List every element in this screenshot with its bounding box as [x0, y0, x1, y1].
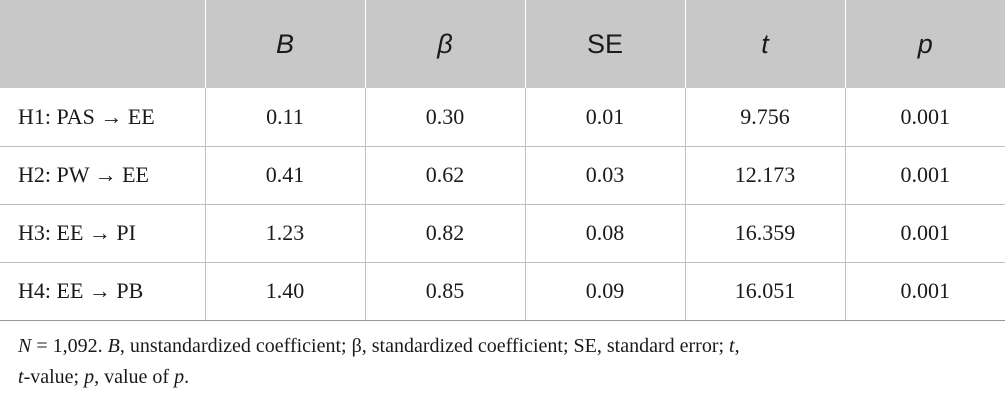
- footnote-p-label: p: [84, 366, 95, 388]
- table-cell: 9.756: [684, 88, 845, 147]
- table-cell: 1.23: [204, 204, 365, 263]
- table-cell: 0.001: [844, 146, 1005, 205]
- table-cell: 0.85: [364, 262, 525, 321]
- table-cell: 16.359: [684, 204, 845, 263]
- footnote-b-text: , unstandardized coefficient; β, standar…: [119, 335, 730, 357]
- table-row: H3: EE → PI 1.23 0.82 0.08 16.359 0.001: [0, 204, 1005, 263]
- footnote-n-value: = 1,092.: [31, 335, 108, 357]
- footnote-t-sep: ,: [734, 335, 740, 357]
- table-row: H4: EE → PB 1.40 0.85 0.09 16.051 0.001: [0, 262, 1005, 321]
- footnote-p-label-2: p: [174, 366, 185, 388]
- table-cell: 1.40: [204, 262, 365, 321]
- footnote-n-label: N: [18, 335, 32, 357]
- table-cell: 0.001: [844, 204, 1005, 263]
- header-cell: B: [204, 0, 365, 88]
- header-cell: p: [844, 0, 1005, 88]
- table-cell: 0.03: [524, 146, 685, 205]
- table-cell: 0.01: [524, 88, 685, 147]
- table-cell: 0.82: [364, 204, 525, 263]
- row-label: H1: PAS → EE: [0, 88, 205, 147]
- table-row: H2: PW → EE 0.41 0.62 0.03 12.173 0.001: [0, 146, 1005, 205]
- table-cell: 0.08: [524, 204, 685, 263]
- footnote-t-text: -value;: [23, 366, 85, 388]
- footnote-b-label: B: [107, 335, 120, 357]
- table-cell: 0.11: [204, 88, 365, 147]
- table-cell: 0.62: [364, 146, 525, 205]
- header-cell-empty: [0, 0, 205, 88]
- table-cell: 0.001: [844, 88, 1005, 147]
- table-cell: 12.173: [684, 146, 845, 205]
- table-body: H1: PAS → EE 0.11 0.30 0.01 9.756 0.001 H2: PW…: [0, 88, 1005, 321]
- table-cell: 0.001: [844, 262, 1005, 321]
- table-cell: 0.41: [204, 146, 365, 205]
- table-footnote: N = 1,092. B, unstandardized coefficient…: [18, 331, 988, 393]
- row-label: H4: EE → PB: [0, 262, 205, 321]
- table-cell: 16.051: [684, 262, 845, 321]
- header-cell: SE: [524, 0, 685, 88]
- table-cell: 0.09: [524, 262, 685, 321]
- footnote-p-text: , value of: [94, 366, 175, 388]
- header-cell: t: [684, 0, 845, 88]
- footnote-t-label-2: t: [18, 366, 24, 388]
- table-row: H1: PAS → EE 0.11 0.30 0.01 9.756 0.001: [0, 88, 1005, 147]
- row-label: H2: PW → EE: [0, 146, 205, 205]
- footnote-t-label: t: [729, 335, 735, 357]
- footnote-end: .: [184, 366, 190, 388]
- table-cell: 0.30: [364, 88, 525, 147]
- row-label: H3: EE → PI: [0, 204, 205, 263]
- header-cell: β: [364, 0, 525, 88]
